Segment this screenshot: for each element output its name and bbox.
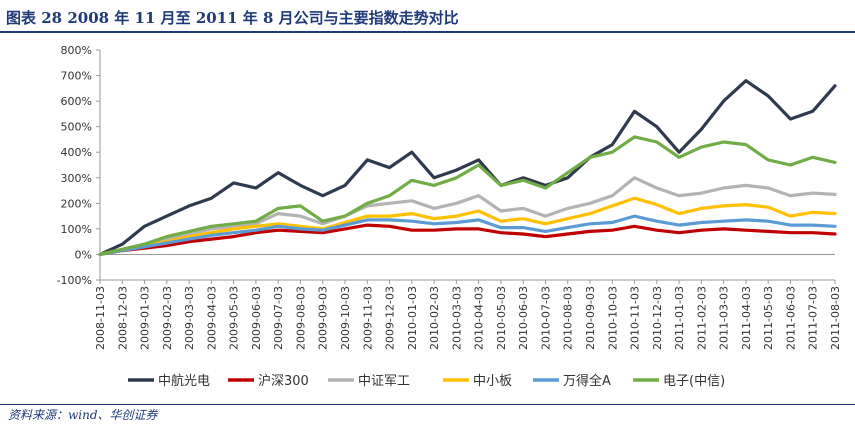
x-tick-label: 2011-06-03 bbox=[784, 286, 797, 350]
y-axis: -100% 0% 100% 200% 300% 400% 500% 600% 700% 800% bbox=[57, 44, 101, 287]
x-tick-label: 2008-11-03 bbox=[94, 286, 107, 350]
series-line bbox=[98, 135, 837, 256]
x-tick-label: 2009-10-03 bbox=[339, 286, 352, 350]
source-note: 资料来源：wind、华创证券 bbox=[8, 408, 158, 422]
x-tick-label: 2008-12-03 bbox=[116, 286, 129, 350]
x-tick-label: 2010-11-03 bbox=[629, 286, 642, 350]
x-tick-label: 2009-11-03 bbox=[361, 286, 374, 350]
title-bar: 图表 28 2008 年 11 月至 2011 年 8 月公司与主要指数走势对比 bbox=[0, 0, 855, 34]
x-tick-label: 2010-05-03 bbox=[495, 286, 508, 350]
legend-label: 电子(中信) bbox=[663, 374, 725, 389]
figure-title: 图表 28 2008 年 11 月至 2011 年 8 月公司与主要指数走势对比 bbox=[6, 9, 459, 27]
x-tick-label: 2009-05-03 bbox=[228, 286, 241, 350]
x-tick-label: 2010-01-03 bbox=[406, 286, 419, 350]
y-tick-label: 200% bbox=[61, 197, 92, 210]
series-line bbox=[98, 176, 837, 256]
x-tick-label: 2011-04-03 bbox=[740, 286, 753, 350]
x-tick-label: 2009-12-03 bbox=[384, 286, 397, 350]
x-axis: 2008-11-03 2008-12-03 2009-01-03 2009-02-03… bbox=[94, 253, 842, 350]
y-tick-label: 800% bbox=[61, 44, 92, 57]
y-tick-label: 500% bbox=[61, 121, 92, 134]
legend-label: 中航光电 bbox=[158, 373, 210, 389]
x-tick-label: 2009-03-03 bbox=[183, 286, 196, 350]
x-tick-label: 2010-04-03 bbox=[473, 286, 486, 350]
series-line bbox=[98, 214, 837, 256]
x-tick-label: 2009-02-03 bbox=[161, 286, 174, 350]
x-tick-label: 2011-03-03 bbox=[718, 286, 731, 350]
y-tick-label: 0% bbox=[75, 248, 92, 261]
x-tick-label: 2010-10-03 bbox=[606, 286, 619, 350]
x-tick-label: 2009-04-03 bbox=[205, 286, 218, 350]
series-layer bbox=[98, 79, 837, 256]
x-tick-label: 2010-07-03 bbox=[539, 286, 552, 350]
y-tick-label: 100% bbox=[61, 223, 92, 236]
x-tick-label: 2011-05-03 bbox=[762, 286, 775, 350]
x-tick-label: 2010-02-03 bbox=[428, 286, 441, 350]
x-tick-label: 2011-07-03 bbox=[807, 286, 820, 350]
x-tick-label: 2010-06-03 bbox=[517, 286, 530, 350]
x-tick-label: 2009-07-03 bbox=[272, 286, 285, 350]
x-tick-label: 2011-08-03 bbox=[829, 286, 842, 350]
x-tick-label: 2011-02-03 bbox=[695, 286, 708, 350]
x-tick-label: 2009-01-03 bbox=[139, 286, 152, 350]
x-tick-label: 2010-09-03 bbox=[584, 286, 597, 350]
legend-label: 中小板 bbox=[473, 374, 512, 389]
x-tick-label: 2009-08-03 bbox=[294, 286, 307, 350]
x-tick-label: 2010-03-03 bbox=[450, 286, 463, 350]
y-tick-label: 300% bbox=[61, 172, 92, 185]
y-tick-label: -100% bbox=[57, 274, 92, 287]
legend-label: 沪深300 bbox=[258, 373, 309, 389]
x-tick-label: 2010-12-03 bbox=[651, 286, 664, 350]
series-line bbox=[98, 79, 837, 256]
y-tick-label: 600% bbox=[61, 95, 92, 108]
legend-label: 万得全A bbox=[563, 373, 611, 389]
legend: 中航光电 沪深300 中证军工 中小板 万得全A 电子(中信) bbox=[128, 373, 725, 389]
source-rule bbox=[0, 404, 855, 405]
x-tick-label: 2010-08-03 bbox=[562, 286, 575, 350]
x-tick-label: 2009-09-03 bbox=[317, 286, 330, 350]
series-line bbox=[98, 196, 837, 256]
y-tick-label: 400% bbox=[61, 146, 92, 159]
x-tick-label: 2009-06-03 bbox=[250, 286, 263, 350]
series-line bbox=[98, 223, 837, 256]
x-tick-label: 2011-01-03 bbox=[673, 286, 686, 350]
y-tick-label: 700% bbox=[61, 70, 92, 83]
legend-label: 中证军工 bbox=[358, 374, 410, 389]
line-chart: -100%0%100%200%300%400%500%600%700%800% … bbox=[57, 44, 842, 389]
title-rule bbox=[0, 31, 855, 33]
